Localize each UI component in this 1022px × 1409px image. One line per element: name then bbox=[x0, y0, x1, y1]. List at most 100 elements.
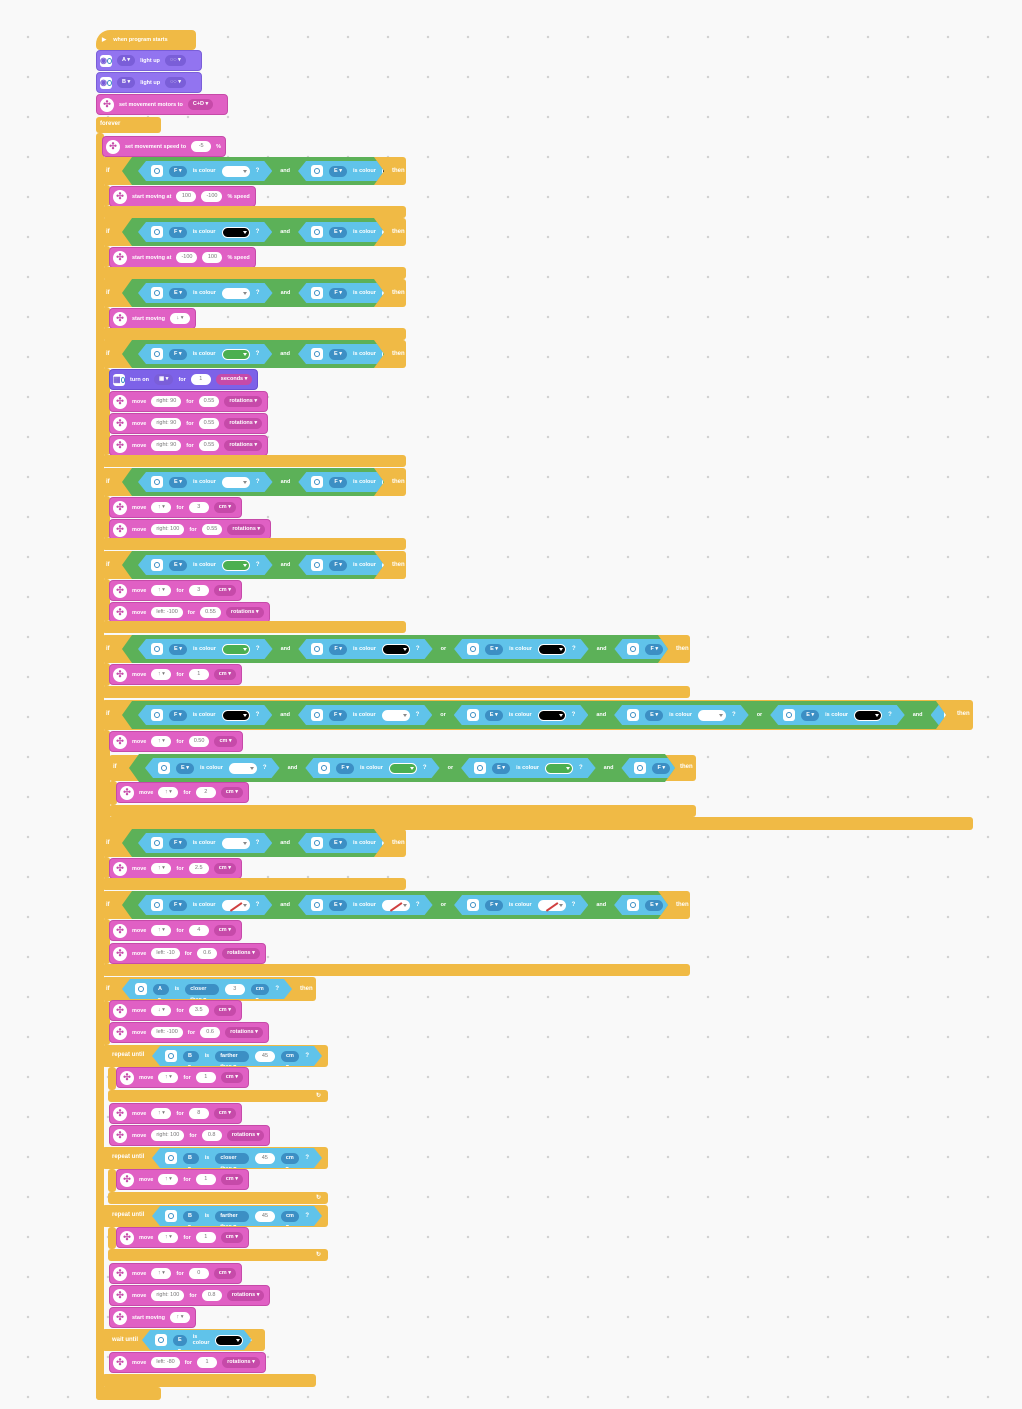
value-field[interactable]: 1 bbox=[197, 1357, 218, 1368]
motor-block[interactable]: ✣ move ↑ ▾ for 4 cm ▾ bbox=[109, 920, 242, 941]
colour-sensor-condition[interactable]: E ▾ is colour? bbox=[138, 283, 273, 303]
value-field[interactable]: right: 90 bbox=[151, 396, 182, 407]
colour-sensor-condition[interactable]: F ▾ is colour? bbox=[138, 222, 272, 242]
matrix-dropdown[interactable]: ▦ ▾ bbox=[153, 374, 174, 385]
distance-sensor-condition[interactable]: B ▾ is closer than ▾ 45 cm ▾? bbox=[152, 1148, 322, 1168]
operator-condition[interactable]: E ▾ is colour? and F ▾ is colour? bbox=[122, 468, 384, 496]
motor-block[interactable]: ✣ move right: 100 for 0.8 rotations ▾ bbox=[109, 1125, 271, 1146]
unit-dropdown[interactable]: rotations ▾ bbox=[224, 396, 263, 407]
comparison-dropdown[interactable]: farther than ▾ bbox=[215, 1051, 249, 1062]
colour-sensor-condition[interactable]: E ▾ is colour? bbox=[454, 705, 589, 725]
value-field[interactable]: 0.8 bbox=[201, 1290, 222, 1301]
if-arm[interactable] bbox=[102, 185, 110, 206]
if-footer[interactable] bbox=[102, 206, 406, 218]
colour-sensor-condition[interactable]: F ▾ is colour? bbox=[138, 833, 272, 853]
port-dropdown[interactable]: F ▾ bbox=[652, 763, 670, 774]
value-field[interactable]: 8 bbox=[188, 1108, 209, 1119]
distance-value[interactable]: 3 bbox=[225, 984, 245, 995]
distance-sensor-condition[interactable]: B ▾ is farther than ▾ 45 cm ▾? bbox=[152, 1206, 322, 1226]
colour-sensor-condition[interactable]: E ▾ is colour? bbox=[298, 895, 433, 915]
value-field[interactable]: 1 bbox=[195, 1174, 216, 1185]
motor-block[interactable]: ✣ move right: 100 for 0.55 rotations ▾ bbox=[109, 519, 272, 540]
port-dropdown[interactable]: F ▾ bbox=[329, 477, 347, 488]
value-field[interactable]: 0.55 bbox=[198, 418, 220, 429]
unit-dropdown[interactable]: cm ▾ bbox=[213, 1005, 236, 1016]
motor-block[interactable]: ✣ move ↑ ▾ for 3 cm ▾ bbox=[109, 580, 242, 601]
direction-dropdown[interactable]: ↑ ▾ bbox=[151, 925, 172, 936]
motor-block[interactable]: ✣ move ↑ ▾ for 1 cm ▾ bbox=[116, 1169, 249, 1190]
unit-dropdown[interactable]: rotations ▾ bbox=[222, 1357, 260, 1368]
value-field[interactable]: right: 90 bbox=[151, 418, 182, 429]
port-dropdown[interactable]: B ▾ bbox=[183, 1153, 199, 1164]
port-dropdown[interactable]: E ▾ bbox=[329, 900, 347, 911]
port-dropdown[interactable]: E ▾ bbox=[329, 166, 347, 177]
port-dropdown[interactable]: F ▾ bbox=[169, 227, 187, 238]
port-dropdown[interactable]: E ▾ bbox=[329, 227, 347, 238]
colour-dropdown[interactable] bbox=[382, 710, 410, 721]
operator-condition[interactable]: F ▾ is colour? and E ▾ is colour? bbox=[122, 218, 384, 246]
motor-block[interactable]: ✣ move right: 90 for 0.55 rotations ▾ bbox=[109, 413, 269, 434]
unit-dropdown[interactable]: rotations ▾ bbox=[224, 440, 263, 451]
direction-dropdown[interactable]: ↑ ▾ bbox=[158, 787, 179, 798]
colour-dropdown[interactable] bbox=[389, 763, 417, 774]
colour-sensor-condition[interactable]: E ▾ is colour? bbox=[614, 705, 749, 725]
port-dropdown[interactable]: F ▾ bbox=[336, 763, 354, 774]
colour-dropdown[interactable] bbox=[222, 477, 250, 488]
if-arm[interactable] bbox=[102, 1001, 110, 1045]
colour-sensor-condition[interactable]: E ▾ is colour? bbox=[145, 758, 280, 778]
value-field[interactable]: 100 bbox=[176, 191, 197, 202]
motor-block[interactable]: ✣ move right: 90 for 0.55 rotations ▾ bbox=[109, 435, 269, 456]
colour-dropdown[interactable] bbox=[698, 644, 726, 655]
port-dropdown[interactable]: E ▾ bbox=[329, 838, 347, 849]
when-program-starts-block[interactable]: ▶ when program starts bbox=[96, 30, 196, 50]
if-arm[interactable] bbox=[102, 919, 110, 964]
motor-block[interactable]: ✣ move ↑ ▾ for 2.5 cm ▾ bbox=[109, 858, 242, 879]
colour-dropdown[interactable] bbox=[538, 710, 566, 721]
repeat-arm[interactable] bbox=[108, 1227, 116, 1249]
nested-if-arm[interactable] bbox=[109, 781, 117, 805]
value-field[interactable]: 0.55 bbox=[200, 607, 221, 618]
operator-condition[interactable]: F ▾ is colour? and E ▾ is colour? bbox=[122, 340, 384, 368]
colour-sensor-condition[interactable]: E ▾ is colour? bbox=[770, 705, 905, 725]
if-footer[interactable] bbox=[102, 621, 406, 633]
port-dropdown[interactable]: F ▾ bbox=[169, 900, 187, 911]
value-field[interactable]: -100 bbox=[201, 191, 223, 202]
value-field[interactable]: 1 bbox=[190, 374, 211, 385]
if-arm[interactable] bbox=[102, 857, 110, 878]
colour-sensor-condition[interactable]: E ▾ is colour? bbox=[298, 161, 433, 181]
colour-sensor-condition[interactable]: E ▾ is colour? bbox=[298, 222, 433, 242]
direction-dropdown[interactable]: ↑ ▾ bbox=[151, 1268, 172, 1279]
motor-block[interactable]: ✣ move right: 90 for 0.55 rotations ▾ bbox=[109, 391, 269, 412]
port-dropdown[interactable]: E ▾ bbox=[169, 560, 187, 571]
motor-block[interactable]: ✣ move ↓ ▾ for 3.5 cm ▾ bbox=[109, 1000, 242, 1021]
unit-dropdown[interactable]: rotations ▾ bbox=[227, 524, 266, 535]
forever-footer[interactable] bbox=[96, 1387, 161, 1400]
colour-dropdown[interactable] bbox=[705, 763, 733, 774]
operator-condition[interactable]: E ▾ is colour? and F ▾ is colour? bbox=[122, 551, 384, 579]
comparison-dropdown[interactable]: closer than ▾ bbox=[185, 984, 219, 995]
port-dropdown[interactable]: F ▾ bbox=[485, 900, 503, 911]
colour-dropdown[interactable] bbox=[222, 166, 250, 177]
light-pattern-dropdown[interactable]: ◌◌ ▾ bbox=[164, 55, 186, 66]
motor-block[interactable]: ✣ move left: -100 for 0.6 rotations ▾ bbox=[109, 1022, 269, 1043]
port-dropdown[interactable]: F ▾ bbox=[645, 644, 663, 655]
colour-dropdown[interactable] bbox=[382, 900, 410, 911]
repeat-footer[interactable] bbox=[108, 1192, 328, 1204]
value-field[interactable]: 0.55 bbox=[198, 440, 220, 451]
value-field[interactable]: -100 bbox=[176, 252, 198, 263]
colour-dropdown[interactable] bbox=[215, 1335, 243, 1346]
colour-sensor-condition[interactable]: F ▾ is colour? bbox=[298, 472, 432, 492]
colour-dropdown[interactable] bbox=[229, 763, 257, 774]
direction-dropdown[interactable]: ↓ ▾ bbox=[151, 1005, 172, 1016]
colour-sensor-condition[interactable]: E ▾ is colour? bbox=[138, 639, 273, 659]
forever-header[interactable] bbox=[96, 117, 161, 133]
motor-block[interactable]: ✣ start moving at -100 100 % speed bbox=[109, 247, 256, 268]
motors-dropdown[interactable]: C+D ▾ bbox=[187, 99, 214, 110]
colour-dropdown[interactable] bbox=[698, 710, 726, 721]
unit-dropdown[interactable]: cm ▾ bbox=[281, 1211, 299, 1222]
if-footer[interactable] bbox=[102, 538, 406, 550]
port-dropdown[interactable]: E ▾ bbox=[169, 288, 187, 299]
motor-block[interactable]: ✣ move left: -100 for 0.55 rotations ▾ bbox=[109, 602, 270, 623]
motor-block[interactable]: ✣ move ↑ ▾ for 1 cm ▾ bbox=[109, 664, 242, 685]
